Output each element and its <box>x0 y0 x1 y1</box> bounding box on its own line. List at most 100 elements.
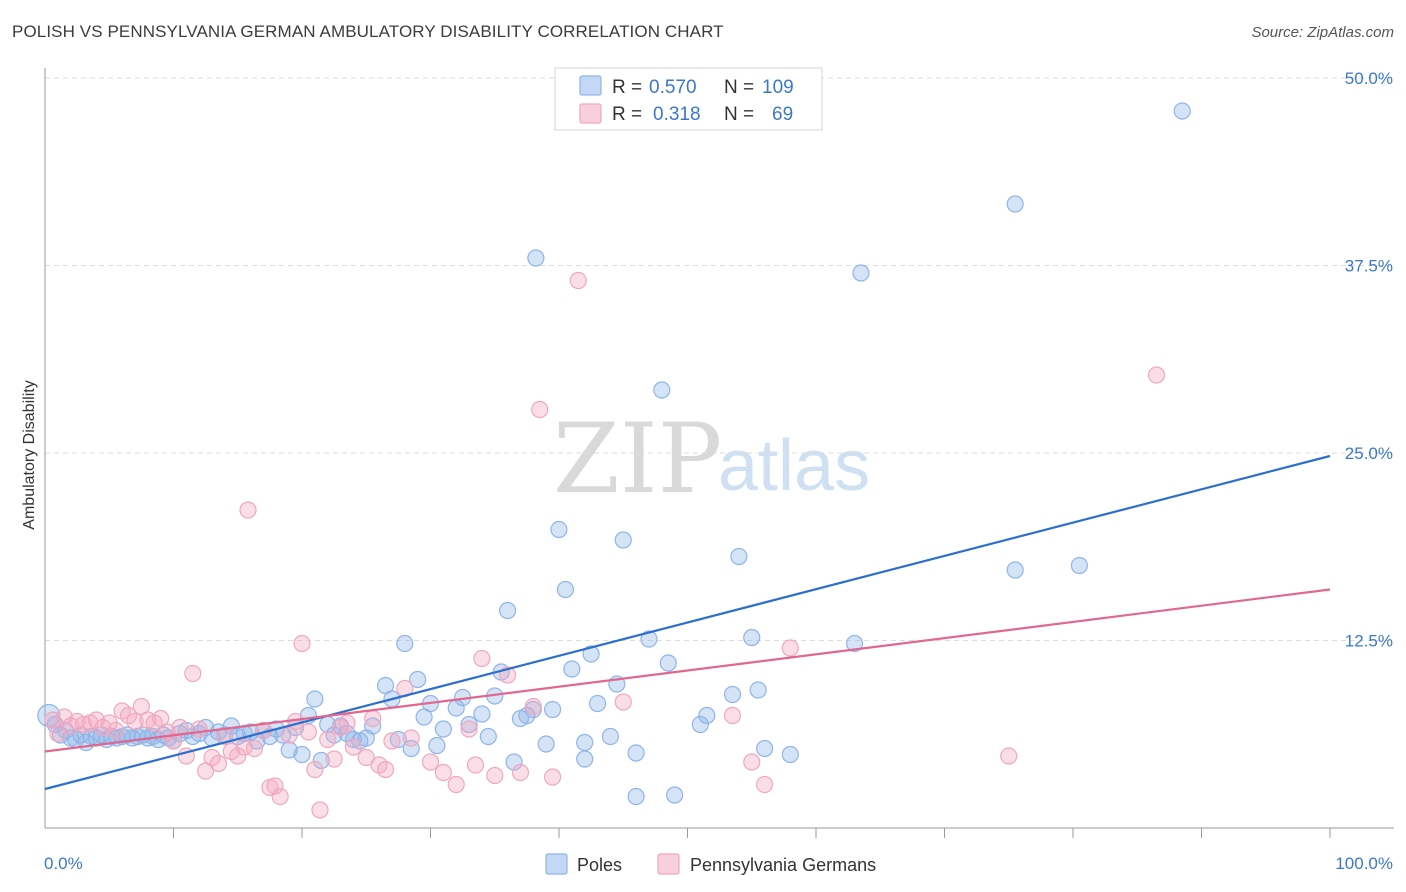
legend-swatch-poles <box>579 75 602 96</box>
data-point <box>556 580 575 599</box>
data-point <box>486 766 504 785</box>
data-point <box>743 753 761 771</box>
data-point <box>576 733 594 752</box>
data-point <box>499 601 517 620</box>
bottom-legend-pa-german: Pennsylvania Germans <box>690 855 876 875</box>
data-point <box>190 720 208 738</box>
data-point <box>266 777 284 795</box>
data-point <box>698 706 716 725</box>
data-point <box>293 745 311 764</box>
data-point <box>627 787 645 806</box>
data-point <box>550 520 568 539</box>
data-point <box>239 501 257 519</box>
data-point <box>311 801 329 819</box>
data-point <box>1006 561 1024 579</box>
data-point <box>691 715 709 734</box>
legend-n-value-2: 69 <box>772 104 793 125</box>
data-point <box>479 727 497 746</box>
data-point <box>1070 556 1089 575</box>
legend-r-label-1: R = <box>612 77 642 98</box>
data-point <box>1000 747 1018 765</box>
data-point <box>107 721 125 740</box>
data-point <box>781 639 799 657</box>
data-point <box>527 249 545 267</box>
data-point <box>659 654 677 672</box>
data-point <box>306 760 324 779</box>
y-tick-label: 50.0% <box>1345 69 1393 88</box>
data-point <box>543 700 562 719</box>
data-point <box>364 709 382 728</box>
data-point <box>357 748 375 767</box>
data-point <box>845 634 864 653</box>
data-point <box>640 630 658 648</box>
chart-title: POLISH VS PENNSYLVANIA GERMAN AMBULATORY… <box>12 22 724 41</box>
data-point <box>447 775 465 794</box>
data-point <box>473 705 491 723</box>
data-point <box>383 732 401 750</box>
watermark-zip: ZIP <box>553 403 722 515</box>
y-tick-labels: 12.5% 25.0% 37.5% 50.0% <box>1345 69 1393 651</box>
data-point <box>434 763 452 782</box>
data-point <box>614 693 632 711</box>
trend-line <box>44 454 1331 791</box>
bottom-legend-poles: Poles <box>577 855 622 875</box>
data-point <box>209 754 228 773</box>
data-point <box>601 727 620 746</box>
data-point <box>1173 102 1191 120</box>
x-ticks <box>173 828 1331 838</box>
legend-n-label-1: N = <box>724 77 754 98</box>
data-point <box>653 381 671 399</box>
data-point <box>524 697 542 716</box>
legend-r-value-2: 0.318 <box>653 104 701 125</box>
data-point <box>293 634 311 653</box>
legend-r-value-1: 0.570 <box>649 77 697 98</box>
data-point <box>434 720 452 738</box>
data-point <box>466 756 485 774</box>
data-point <box>588 694 607 713</box>
y-tick-label: 37.5% <box>1345 257 1393 276</box>
x-tick-label-min: 0.0% <box>44 854 83 873</box>
data-point <box>344 738 362 756</box>
data-point <box>421 753 440 771</box>
x-tick-label-max: 100.0% <box>1335 854 1393 873</box>
data-point <box>1147 366 1166 384</box>
data-point <box>582 645 600 663</box>
data-point <box>312 751 330 770</box>
data-point <box>280 741 298 759</box>
data-point <box>49 724 67 743</box>
data-point <box>518 706 536 725</box>
data-point <box>203 748 221 767</box>
data-point <box>409 670 427 689</box>
data-point <box>749 681 767 699</box>
bottom-legend: Poles Pennsylvania Germans <box>545 853 876 875</box>
trend-line <box>44 588 1331 753</box>
legend-swatch-pa-german <box>579 103 602 124</box>
data-point <box>743 628 761 647</box>
data-point <box>576 750 594 768</box>
data-point <box>1006 195 1024 213</box>
data-point <box>74 715 93 734</box>
bottom-legend-swatch-pa-german <box>657 853 680 875</box>
data-point <box>781 745 799 764</box>
data-point <box>537 735 555 753</box>
data-point <box>563 660 581 678</box>
y-tick-label: 25.0% <box>1345 444 1393 463</box>
data-point <box>627 744 645 762</box>
data-point <box>723 685 742 704</box>
data-point <box>755 739 774 758</box>
data-point <box>184 664 202 683</box>
data-point <box>511 763 530 782</box>
data-point <box>852 264 870 282</box>
data-point <box>402 729 420 747</box>
watermark-atlas: atlas <box>718 426 870 506</box>
legend-n-label-2: N = <box>724 104 754 125</box>
data-point <box>271 787 289 806</box>
data-point <box>723 706 742 725</box>
data-point <box>730 547 748 566</box>
data-point <box>389 730 407 749</box>
trend-lines <box>44 454 1331 791</box>
legend-r-label-2: R = <box>612 104 642 125</box>
data-point <box>119 706 138 725</box>
bottom-legend-swatch-poles <box>545 853 568 875</box>
